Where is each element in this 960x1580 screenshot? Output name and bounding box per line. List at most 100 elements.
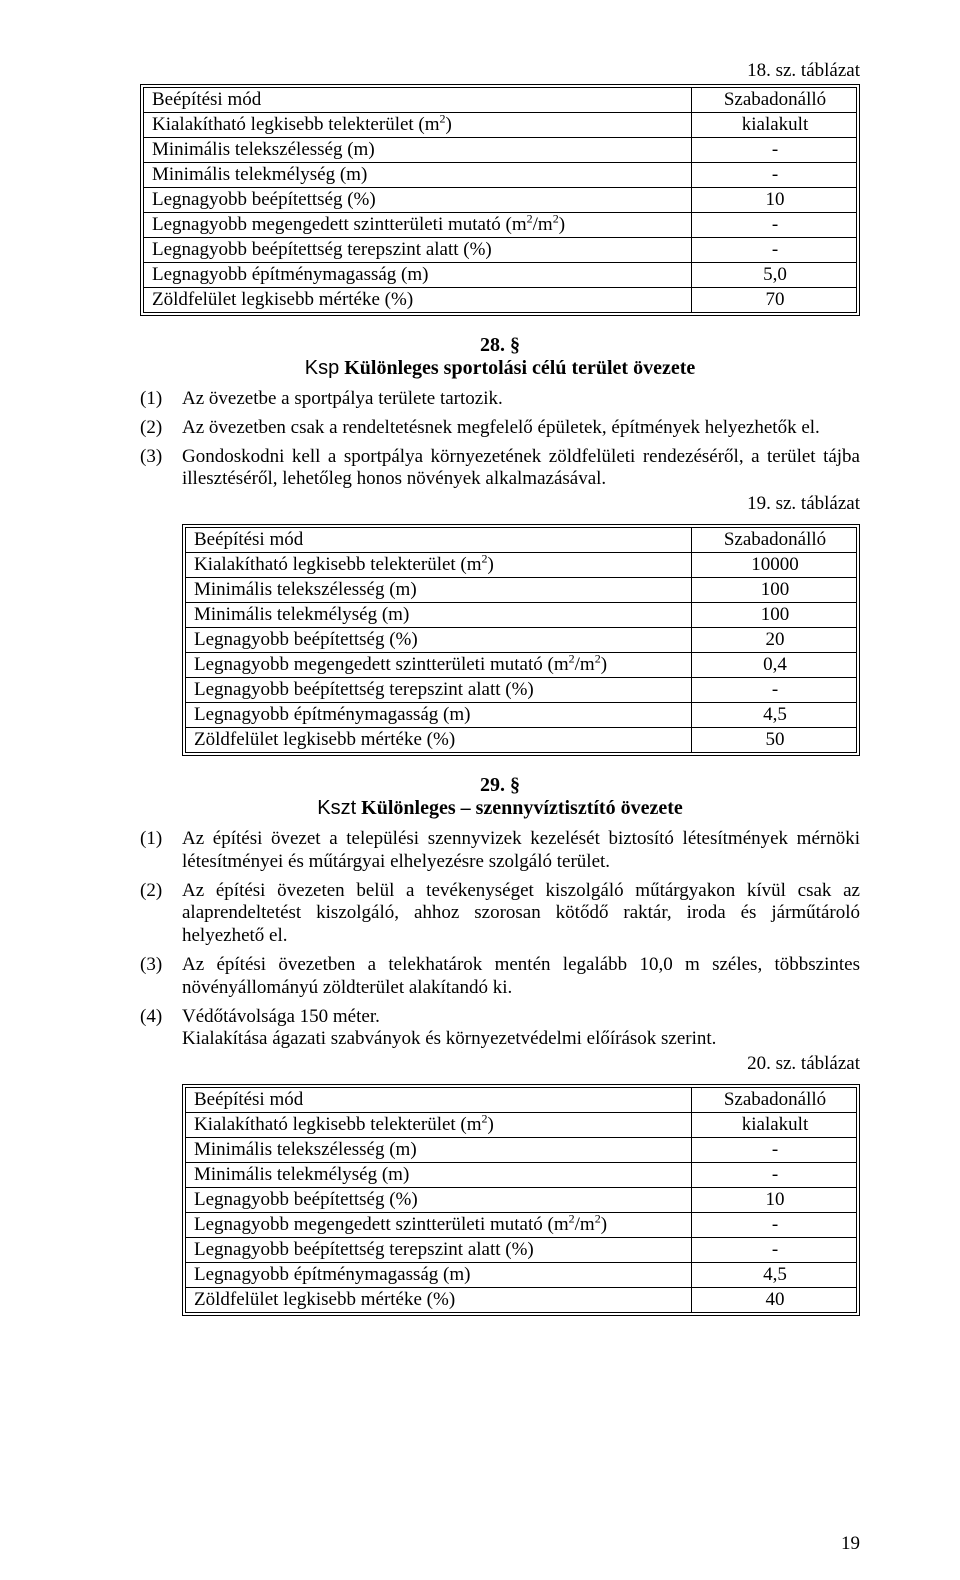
table-row: Legnagyobb építménymagasság (m)5,0 — [144, 263, 857, 288]
table-row: Legnagyobb megengedett szintterületi mut… — [144, 213, 857, 238]
table-row: Beépítési módSzabadonálló — [186, 527, 857, 552]
sec28-item-2: (2) Az övezetben csak a rendeltetésnek m… — [140, 417, 860, 440]
table-row: Zöldfelület legkisebb mértéke (%)40 — [186, 1287, 857, 1312]
table-19: Beépítési módSzabadonállóKialakítható le… — [185, 527, 857, 753]
table-row: Legnagyobb építménymagasság (m)4,5 — [186, 1262, 857, 1287]
table-19-caption: 19. sz. táblázat — [182, 493, 860, 516]
table-row: Beépítési módSzabadonálló — [144, 88, 857, 113]
table-cell-value: 10000 — [692, 552, 857, 577]
table-cell-label: Legnagyobb beépítettség (%) — [144, 188, 692, 213]
section-28-title-text: Különleges sportolási célú terület öveze… — [339, 357, 695, 379]
table-cell-label: Legnagyobb beépítettség terepszint alatt… — [186, 677, 692, 702]
table-cell-label: Legnagyobb megengedett szintterületi mut… — [144, 213, 692, 238]
table-cell-label: Legnagyobb beépítettség terepszint alatt… — [144, 238, 692, 263]
table-cell-value: 4,5 — [692, 1262, 857, 1287]
table-18: Beépítési módSzabadonállóKialakítható le… — [143, 87, 857, 313]
table-18-caption: 18. sz. táblázat — [140, 60, 860, 82]
table-cell-value: Szabadonálló — [692, 527, 857, 552]
table-row: Minimális telekmélység (m)100 — [186, 602, 857, 627]
table-cell-value: - — [692, 163, 857, 188]
table-row: Legnagyobb beépítettség terepszint alatt… — [186, 677, 857, 702]
table-row: Zöldfelület legkisebb mértéke (%)70 — [144, 288, 857, 313]
table-cell-label: Kialakítható legkisebb telekterület (m2) — [186, 552, 692, 577]
table-cell-label: Minimális telekszélesség (m) — [144, 138, 692, 163]
table-20-wrap: Beépítési módSzabadonállóKialakítható le… — [182, 1084, 860, 1316]
table-cell-label: Minimális telekmélység (m) — [186, 602, 692, 627]
table-row: Legnagyobb beépítettség (%)10 — [186, 1187, 857, 1212]
item-number: (2) — [140, 417, 182, 440]
table-cell-value: 100 — [692, 577, 857, 602]
table-cell-value: 100 — [692, 602, 857, 627]
section-29-title-text: Különleges – szennyvíztisztító övezete — [356, 797, 683, 819]
table-row: Legnagyobb beépítettség (%)20 — [186, 627, 857, 652]
table-row: Kialakítható legkisebb telekterület (m2)… — [186, 1112, 857, 1137]
item-number: (1) — [140, 828, 182, 874]
table-cell-value: 20 — [692, 627, 857, 652]
table-row: Legnagyobb beépítettség (%)10 — [144, 188, 857, 213]
sec29-item-2: (2) Az építési övezeten belül a tevékeny… — [140, 880, 860, 948]
table-row: Minimális telekszélesség (m)- — [186, 1137, 857, 1162]
table-cell-value: Szabadonálló — [692, 1087, 857, 1112]
table-cell-value: kialakult — [692, 1112, 857, 1137]
table-row: Zöldfelület legkisebb mértéke (%)50 — [186, 727, 857, 752]
table-cell-label: Zöldfelület legkisebb mértéke (%) — [144, 288, 692, 313]
item-number: (1) — [140, 388, 182, 411]
table-row: Legnagyobb építménymagasság (m)4,5 — [186, 702, 857, 727]
table-cell-value: 10 — [692, 188, 857, 213]
table-cell-label: Minimális telekmélység (m) — [144, 163, 692, 188]
table-cell-value: - — [692, 1237, 857, 1262]
table-cell-value: kialakult — [692, 113, 857, 138]
table-cell-value: - — [692, 238, 857, 263]
section-28-num: 28. § — [140, 334, 860, 357]
table-cell-value: - — [692, 1162, 857, 1187]
table-row: Legnagyobb megengedett szintterületi mut… — [186, 1212, 857, 1237]
section-29-num: 29. § — [140, 774, 860, 797]
section-28-prefix: Ksp — [305, 357, 339, 379]
item-number: (3) — [140, 446, 182, 518]
item-text: Védőtávolsága 150 méter. Kialakítása ága… — [182, 1006, 860, 1078]
table-cell-value: 0,4 — [692, 652, 857, 677]
table-cell-label: Kialakítható legkisebb telekterület (m2) — [186, 1112, 692, 1137]
table-row: Minimális telekszélesség (m)- — [144, 138, 857, 163]
table-20: Beépítési módSzabadonállóKialakítható le… — [185, 1087, 857, 1313]
sec28-item-1: (1) Az övezetbe a sportpálya területe ta… — [140, 388, 860, 411]
table-cell-value: 40 — [692, 1287, 857, 1312]
table-row: Minimális telekszélesség (m)100 — [186, 577, 857, 602]
table-row: Beépítési módSzabadonálló — [186, 1087, 857, 1112]
table-cell-label: Minimális telekszélesség (m) — [186, 577, 692, 602]
table-18-wrap: Beépítési módSzabadonállóKialakítható le… — [140, 84, 860, 316]
item-text: Az övezetben csak a rendeltetésnek megfe… — [182, 417, 860, 440]
item-text: Az építési övezet a települési szennyviz… — [182, 828, 860, 874]
item-number: (2) — [140, 880, 182, 948]
table-cell-value: 5,0 — [692, 263, 857, 288]
item-text: Az építési övezeten belül a tevékenysége… — [182, 880, 860, 948]
item-text: Az övezetbe a sportpálya területe tartoz… — [182, 388, 860, 411]
table-cell-label: Beépítési mód — [186, 1087, 692, 1112]
table-row: Minimális telekmélység (m)- — [144, 163, 857, 188]
table-cell-value: 50 — [692, 727, 857, 752]
sec29-item-1: (1) Az építési övezet a települési szenn… — [140, 828, 860, 874]
section-29-prefix: Kszt — [317, 797, 356, 819]
table-cell-value: - — [692, 138, 857, 163]
sec29-item-4: (4) Védőtávolsága 150 méter. Kialakítása… — [140, 1006, 860, 1078]
table-cell-label: Legnagyobb építménymagasság (m) — [144, 263, 692, 288]
document-page: 18. sz. táblázat Beépítési módSzabadonál… — [0, 0, 960, 1580]
table-cell-value: - — [692, 1212, 857, 1237]
table-19-wrap: Beépítési módSzabadonállóKialakítható le… — [182, 524, 860, 756]
item-number: (4) — [140, 1006, 182, 1078]
table-cell-label: Legnagyobb építménymagasság (m) — [186, 702, 692, 727]
table-cell-label: Legnagyobb megengedett szintterületi mut… — [186, 652, 692, 677]
sec29-item-3: (3) Az építési övezetben a telekhatárok … — [140, 954, 860, 1000]
sec28-item-3: (3) Gondoskodni kell a sportpálya környe… — [140, 446, 860, 518]
table-cell-value: 10 — [692, 1187, 857, 1212]
section-28-title: Ksp Különleges sportolási célú terület ö… — [140, 357, 860, 380]
table-cell-label: Minimális telekszélesség (m) — [186, 1137, 692, 1162]
table-row: Kialakítható legkisebb telekterület (m2)… — [144, 113, 857, 138]
table-cell-label: Legnagyobb beépítettség terepszint alatt… — [186, 1237, 692, 1262]
item-text: Gondoskodni kell a sportpálya környezeté… — [182, 446, 860, 518]
table-cell-label: Zöldfelület legkisebb mértéke (%) — [186, 1287, 692, 1312]
table-cell-label: Legnagyobb megengedett szintterületi mut… — [186, 1212, 692, 1237]
table-cell-value: - — [692, 213, 857, 238]
table-row: Minimális telekmélység (m)- — [186, 1162, 857, 1187]
item-number: (3) — [140, 954, 182, 1000]
